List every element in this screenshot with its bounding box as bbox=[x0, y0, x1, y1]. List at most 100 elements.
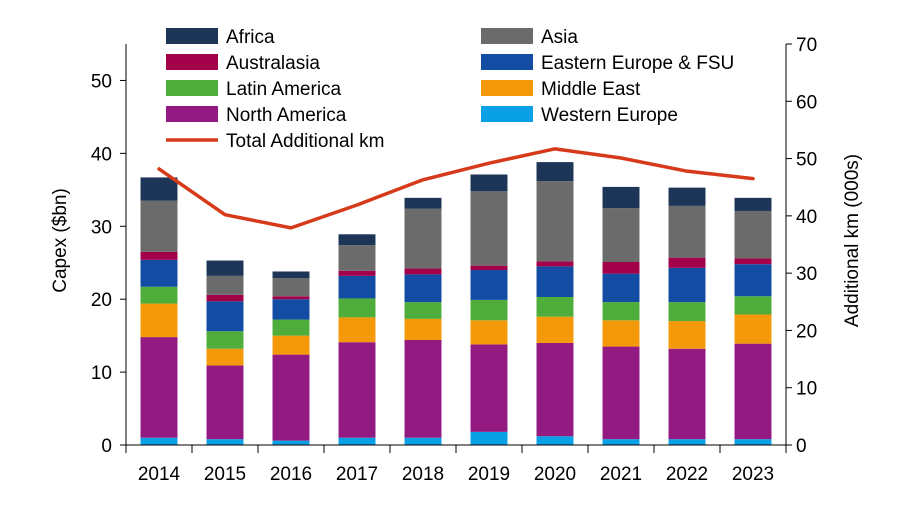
y-left-tick-label: 10 bbox=[91, 363, 112, 384]
bar-middle-east-2016 bbox=[272, 335, 310, 355]
bar-middle-east-2023 bbox=[734, 314, 772, 344]
y-axis-right-label: Additional km (000s) bbox=[842, 154, 863, 327]
y-axis-left-label: Capex ($bn) bbox=[50, 188, 71, 293]
bar-middle-east-2020 bbox=[536, 316, 574, 343]
bar-australasia-2023 bbox=[734, 258, 772, 265]
bar-latin-america-2019 bbox=[470, 299, 508, 321]
x-tick-label: 2020 bbox=[534, 464, 576, 485]
bar-africa-2017 bbox=[338, 234, 376, 246]
bar-latin-america-2022 bbox=[668, 302, 706, 322]
y-right-tick-label: 40 bbox=[796, 207, 817, 228]
bar-australasia-2019 bbox=[470, 265, 508, 271]
bar-eastern-europe-fsu-2016 bbox=[272, 299, 310, 320]
bar-africa-2023 bbox=[734, 197, 772, 211]
bar-north-america-2023 bbox=[734, 343, 772, 440]
bar-asia-2014 bbox=[140, 200, 178, 252]
bar-eastern-europe-fsu-2022 bbox=[668, 267, 706, 303]
bar-middle-east-2019 bbox=[470, 320, 508, 345]
y-right-tick-label: 60 bbox=[796, 92, 817, 113]
y-left-tick-label: 20 bbox=[91, 290, 112, 311]
bar-latin-america-2018 bbox=[404, 302, 442, 319]
bar-western-europe-2020 bbox=[536, 436, 574, 445]
bar-asia-2021 bbox=[602, 208, 640, 262]
y-right-tick-label: 20 bbox=[796, 321, 817, 342]
bar-africa-2015 bbox=[206, 260, 244, 276]
bar-north-america-2016 bbox=[272, 354, 310, 441]
bar-eastern-europe-fsu-2023 bbox=[734, 264, 772, 297]
bar-western-europe-2014 bbox=[140, 437, 178, 445]
bar-africa-2014 bbox=[140, 177, 178, 201]
bar-north-america-2019 bbox=[470, 344, 508, 432]
bar-australasia-2014 bbox=[140, 251, 178, 260]
bar-north-america-2022 bbox=[668, 348, 706, 440]
bar-latin-america-2017 bbox=[338, 298, 376, 318]
bar-africa-2022 bbox=[668, 187, 706, 206]
bar-asia-2018 bbox=[404, 208, 442, 269]
bar-asia-2022 bbox=[668, 205, 706, 258]
y-right-tick-label: 50 bbox=[796, 150, 817, 171]
total-line-layer bbox=[157, 147, 755, 230]
bar-middle-east-2018 bbox=[404, 318, 442, 341]
legend-label-latin-america: Latin America bbox=[226, 79, 342, 100]
bar-asia-2017 bbox=[338, 245, 376, 271]
bar-asia-2023 bbox=[734, 210, 772, 259]
bar-australasia-2021 bbox=[602, 262, 640, 274]
legend-label-western-europe: Western Europe bbox=[541, 105, 678, 126]
legend-label-asia: Asia bbox=[541, 27, 578, 48]
legend-label-eastern-europe-fsu: Eastern Europe & FSU bbox=[541, 53, 734, 74]
bar-asia-2020 bbox=[536, 181, 574, 262]
bar-eastern-europe-fsu-2015 bbox=[206, 301, 244, 332]
bar-asia-2015 bbox=[206, 275, 244, 295]
legend-swatch-north-america bbox=[166, 106, 218, 122]
legend-swatch-asia bbox=[481, 28, 533, 44]
bar-western-europe-2017 bbox=[338, 437, 376, 445]
bar-western-europe-2021 bbox=[602, 439, 640, 445]
x-tick-label: 2022 bbox=[666, 464, 708, 485]
bar-australasia-2015 bbox=[206, 294, 244, 302]
legend: Africa Asia Australasia Eastern Europe & FS… bbox=[166, 27, 734, 152]
bar-latin-america-2020 bbox=[536, 296, 574, 317]
y-left-tick-label: 0 bbox=[101, 436, 112, 457]
y-right-tick-label: 10 bbox=[796, 379, 817, 400]
bar-eastern-europe-fsu-2020 bbox=[536, 266, 574, 297]
legend-swatch-africa bbox=[166, 28, 218, 44]
bar-australasia-2017 bbox=[338, 270, 376, 276]
y-left-tick-label: 30 bbox=[91, 217, 112, 238]
axes: 0 10 20 30 40 50 0 10 20 30 40 50 60 70 2014 2015 2016 20… bbox=[50, 35, 863, 485]
x-tick-label: 2016 bbox=[270, 464, 312, 485]
bar-australasia-2018 bbox=[404, 268, 442, 275]
y-left-tick-label: 50 bbox=[91, 71, 112, 92]
bar-latin-america-2014 bbox=[140, 286, 178, 304]
bar-latin-america-2015 bbox=[206, 331, 244, 349]
bar-africa-2019 bbox=[470, 174, 508, 192]
legend-swatch-australasia bbox=[166, 54, 218, 70]
bar-western-europe-2018 bbox=[404, 437, 442, 445]
bar-africa-2020 bbox=[536, 162, 574, 182]
y-right-tick-label: 30 bbox=[796, 264, 817, 285]
bar-middle-east-2022 bbox=[668, 321, 706, 349]
x-tick-label: 2023 bbox=[732, 464, 774, 485]
bar-north-america-2021 bbox=[602, 346, 640, 440]
legend-label-middle-east: Middle East bbox=[541, 79, 641, 100]
x-tick-label: 2015 bbox=[204, 464, 246, 485]
x-tick-label: 2021 bbox=[600, 464, 642, 485]
bar-australasia-2022 bbox=[668, 257, 706, 268]
bar-eastern-europe-fsu-2014 bbox=[140, 259, 178, 287]
bar-eastern-europe-fsu-2019 bbox=[470, 270, 508, 300]
x-tick-label: 2014 bbox=[138, 464, 181, 485]
bar-north-america-2014 bbox=[140, 337, 178, 438]
y-right-tick-label: 0 bbox=[796, 436, 807, 457]
legend-label-africa: Africa bbox=[226, 27, 275, 48]
legend-swatch-latin-america bbox=[166, 80, 218, 96]
bar-australasia-2016 bbox=[272, 296, 310, 300]
bar-north-america-2020 bbox=[536, 342, 574, 437]
x-tick-label: 2018 bbox=[402, 464, 444, 485]
y-left-tick-label: 40 bbox=[91, 144, 112, 165]
bar-latin-america-2023 bbox=[734, 296, 772, 315]
x-tick-label: 2017 bbox=[336, 464, 378, 485]
bar-middle-east-2015 bbox=[206, 348, 244, 366]
bar-north-america-2017 bbox=[338, 342, 376, 438]
y-right-tick-label: 70 bbox=[796, 35, 817, 56]
bar-africa-2018 bbox=[404, 197, 442, 209]
total-additional-km-line bbox=[157, 147, 755, 230]
